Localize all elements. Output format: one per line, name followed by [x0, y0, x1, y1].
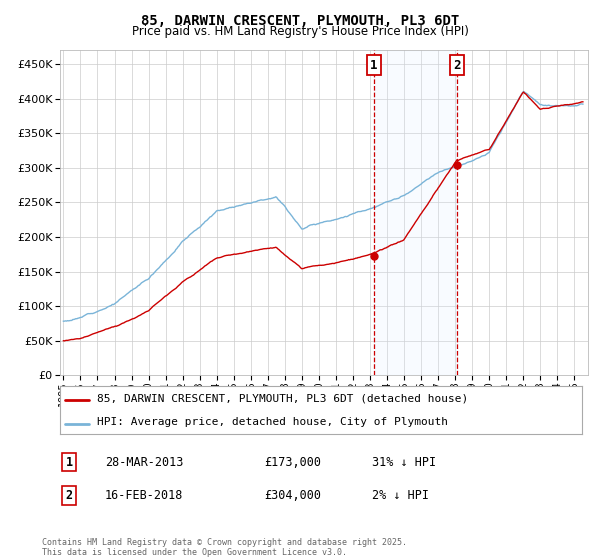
Text: 85, DARWIN CRESCENT, PLYMOUTH, PL3 6DT (detached house): 85, DARWIN CRESCENT, PLYMOUTH, PL3 6DT (…	[97, 393, 468, 403]
Text: 2: 2	[454, 58, 461, 72]
Text: Contains HM Land Registry data © Crown copyright and database right 2025.
This d: Contains HM Land Registry data © Crown c…	[42, 538, 407, 557]
Text: 1: 1	[65, 455, 73, 469]
Text: Price paid vs. HM Land Registry's House Price Index (HPI): Price paid vs. HM Land Registry's House …	[131, 25, 469, 38]
Text: 2: 2	[65, 489, 73, 502]
Text: £173,000: £173,000	[264, 455, 321, 469]
Text: 28-MAR-2013: 28-MAR-2013	[105, 455, 184, 469]
Text: 16-FEB-2018: 16-FEB-2018	[105, 489, 184, 502]
Bar	[374, 50, 457, 375]
Text: 31% ↓ HPI: 31% ↓ HPI	[372, 455, 436, 469]
Text: 2% ↓ HPI: 2% ↓ HPI	[372, 489, 429, 502]
Text: 1: 1	[370, 58, 377, 72]
Text: HPI: Average price, detached house, City of Plymouth: HPI: Average price, detached house, City…	[97, 417, 448, 427]
Text: 85, DARWIN CRESCENT, PLYMOUTH, PL3 6DT: 85, DARWIN CRESCENT, PLYMOUTH, PL3 6DT	[141, 14, 459, 28]
Text: £304,000: £304,000	[264, 489, 321, 502]
